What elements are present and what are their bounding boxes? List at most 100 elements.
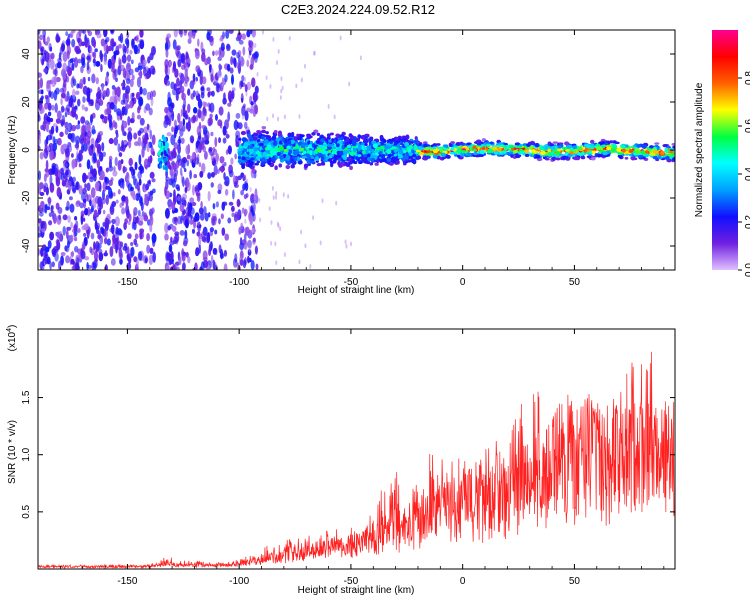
heatmap-cell bbox=[64, 111, 68, 118]
heatmap-cell bbox=[320, 138, 325, 143]
heatmap-cell bbox=[71, 250, 74, 258]
heatmap-cell bbox=[125, 104, 131, 110]
heatmap-cell bbox=[82, 187, 87, 195]
heatmap-cell bbox=[440, 152, 446, 158]
heatmap-cell bbox=[75, 90, 80, 96]
heatmap-cell bbox=[662, 144, 668, 148]
heatmap-cell bbox=[62, 51, 68, 63]
heatmap-cell bbox=[322, 145, 328, 150]
heatmap-cell bbox=[73, 57, 79, 68]
heatmap-cell bbox=[132, 168, 136, 176]
heatmap-cell bbox=[90, 232, 95, 240]
heatmap-cell bbox=[278, 163, 283, 168]
heatmap-cell bbox=[349, 165, 353, 170]
heatmap-cell bbox=[227, 111, 231, 122]
heatmap-cell bbox=[69, 196, 73, 201]
heatmap-cell bbox=[527, 141, 533, 145]
heatmap-cell bbox=[63, 162, 68, 167]
heatmap-cell bbox=[89, 199, 92, 207]
heatmap-cell bbox=[147, 156, 153, 163]
heatmap-cell bbox=[100, 63, 103, 73]
heatmap-cell bbox=[321, 198, 324, 204]
heatmap-cell bbox=[58, 260, 62, 270]
heatmap-cell bbox=[357, 154, 362, 157]
heatmap-cell bbox=[225, 133, 230, 139]
heatmap-cell bbox=[257, 131, 262, 135]
heatmap-cell bbox=[222, 125, 227, 136]
heatmap-cell bbox=[68, 97, 73, 108]
heatmap-cell bbox=[59, 46, 64, 55]
heatmap-cell bbox=[256, 71, 259, 77]
heatmap-cell bbox=[94, 181, 100, 192]
heatmap-cell bbox=[298, 259, 301, 265]
heatmap-cell bbox=[361, 157, 367, 162]
heatmap-cell bbox=[169, 168, 174, 177]
heatmap-cell bbox=[246, 30, 251, 38]
heatmap-cell bbox=[39, 191, 45, 197]
heatmap-cell bbox=[267, 160, 272, 166]
heatmap-cell bbox=[293, 150, 298, 156]
heatmap-cell bbox=[164, 165, 168, 171]
heatmap-cell bbox=[240, 131, 246, 135]
heatmap-cell bbox=[242, 46, 246, 56]
heatmap-cell bbox=[252, 91, 258, 103]
heatmap-cell bbox=[70, 132, 76, 144]
heatmap-cell bbox=[326, 133, 331, 138]
heatmap-cell bbox=[180, 215, 183, 224]
heatmap-cell bbox=[269, 84, 272, 89]
heatmap-cell bbox=[620, 144, 626, 149]
heatmap-cell bbox=[137, 251, 143, 261]
heatmap-cell bbox=[59, 168, 64, 175]
heatmap-cell bbox=[98, 248, 103, 255]
heatmap-cell bbox=[121, 195, 127, 202]
heatmap-cell bbox=[81, 131, 85, 139]
heatmap-cell bbox=[243, 142, 249, 148]
heatmap-cell bbox=[98, 184, 102, 193]
heatmap-cell bbox=[212, 215, 218, 222]
heatmap-cell bbox=[413, 145, 419, 151]
heatmap-cell bbox=[98, 230, 102, 241]
heatmap-cell bbox=[210, 182, 214, 188]
snr-y-ticks: 0.5 1.0 1.5 bbox=[21, 390, 675, 519]
heatmap-cell bbox=[138, 71, 143, 77]
heatmap-cell bbox=[422, 141, 428, 145]
heatmap-cell bbox=[80, 65, 84, 74]
heatmap-cell bbox=[503, 142, 508, 146]
heatmap-cell bbox=[46, 134, 52, 141]
heatmap-cell bbox=[57, 137, 62, 146]
heatmap-cell bbox=[443, 147, 448, 152]
heatmap-cell bbox=[164, 207, 170, 219]
heatmap-cell bbox=[80, 214, 84, 225]
heatmap-cell bbox=[216, 70, 222, 78]
heatmap-cell bbox=[552, 141, 558, 144]
heatmap-cell bbox=[282, 153, 287, 157]
heatmap-cell bbox=[349, 158, 353, 162]
heatmap-cell bbox=[195, 157, 199, 165]
heatmap-cell bbox=[127, 220, 131, 225]
heatmap-cell bbox=[280, 88, 283, 94]
heatmap-cell bbox=[176, 45, 181, 51]
heatmap-cell bbox=[243, 121, 248, 129]
heatmap-cell bbox=[349, 151, 355, 157]
heatmap-cell bbox=[49, 231, 55, 241]
heatmap-cell bbox=[65, 38, 71, 46]
heatmap-cell bbox=[460, 150, 467, 154]
heatmap-cell bbox=[664, 149, 670, 153]
heatmap-cell bbox=[243, 147, 248, 153]
heatmap-cell bbox=[418, 146, 424, 151]
heatmap-cell bbox=[149, 208, 153, 217]
heatmap-cell bbox=[242, 183, 246, 191]
heatmap-cell bbox=[328, 154, 333, 159]
heatmap-cell bbox=[254, 188, 258, 199]
heatmap-cell bbox=[487, 148, 493, 153]
heatmap-cell bbox=[492, 146, 498, 150]
heatmap-cell bbox=[239, 259, 244, 267]
heatmap-cell bbox=[44, 94, 49, 100]
heatmap-cell bbox=[105, 167, 109, 173]
x-tick-label: 50 bbox=[569, 576, 581, 587]
x-tick-label: 0 bbox=[460, 576, 466, 587]
heatmap-cell bbox=[180, 137, 185, 144]
heatmap-cell bbox=[241, 75, 245, 82]
heatmap-cell bbox=[260, 161, 265, 166]
